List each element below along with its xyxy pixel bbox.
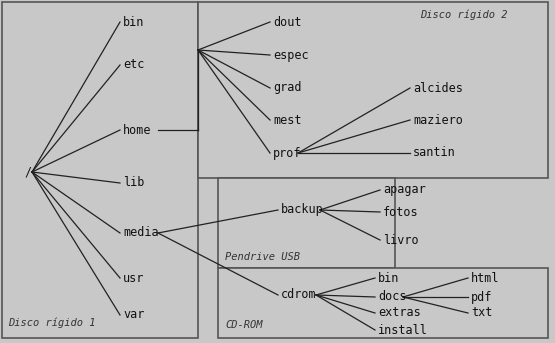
Text: install: install bbox=[378, 323, 428, 336]
Text: pdf: pdf bbox=[471, 291, 492, 304]
Text: livro: livro bbox=[383, 234, 418, 247]
Text: docs: docs bbox=[378, 291, 406, 304]
Text: Disco rígido 2: Disco rígido 2 bbox=[420, 10, 507, 21]
Bar bbox=[2, 2, 198, 338]
Text: santin: santin bbox=[413, 146, 456, 159]
Text: lib: lib bbox=[123, 177, 144, 189]
Text: media: media bbox=[123, 226, 159, 239]
Text: home: home bbox=[123, 123, 152, 137]
Text: var: var bbox=[123, 308, 144, 321]
Text: usr: usr bbox=[123, 272, 144, 284]
Text: extras: extras bbox=[378, 307, 421, 319]
Bar bbox=[218, 178, 395, 268]
Text: dout: dout bbox=[273, 15, 301, 28]
Text: prof: prof bbox=[273, 146, 301, 159]
Text: mest: mest bbox=[273, 114, 301, 127]
Text: alcides: alcides bbox=[413, 82, 463, 95]
Text: Pendrive USB: Pendrive USB bbox=[225, 252, 300, 262]
Text: espec: espec bbox=[273, 48, 309, 61]
Text: cdrom: cdrom bbox=[281, 288, 316, 301]
Text: backup: backup bbox=[281, 203, 324, 216]
Text: maziero: maziero bbox=[413, 114, 463, 127]
Text: txt: txt bbox=[471, 307, 492, 319]
Text: html: html bbox=[471, 272, 500, 284]
Text: bin: bin bbox=[378, 272, 400, 284]
Text: fotos: fotos bbox=[383, 205, 418, 218]
Text: CD-ROM: CD-ROM bbox=[225, 320, 263, 330]
Text: etc: etc bbox=[123, 59, 144, 71]
Text: grad: grad bbox=[273, 82, 301, 95]
Text: /: / bbox=[24, 166, 32, 178]
Text: Disco rígido 1: Disco rígido 1 bbox=[8, 318, 95, 329]
Text: bin: bin bbox=[123, 15, 144, 28]
Text: apagar: apagar bbox=[383, 184, 426, 197]
Bar bbox=[198, 2, 548, 178]
Bar bbox=[218, 268, 548, 338]
